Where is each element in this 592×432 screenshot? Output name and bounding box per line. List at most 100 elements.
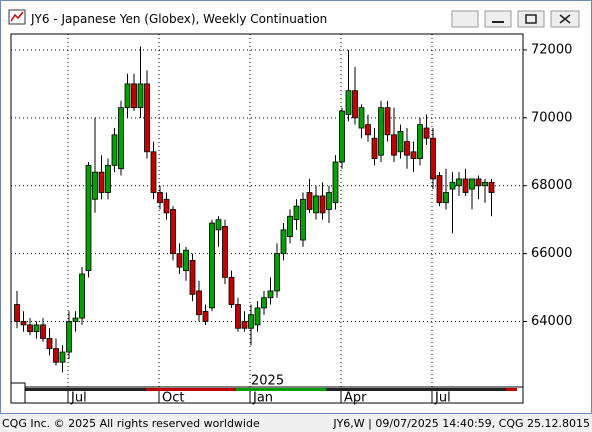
candle-body [456,178,462,187]
candle-body [436,175,443,204]
status-left: CQG Inc. © 2025 All rights reserved worl… [2,417,260,430]
candle-body [202,310,209,322]
candle-body [482,181,488,187]
candle-body [189,259,196,295]
candle-body [345,90,352,115]
x-tick-label: Apr [344,391,367,406]
candle-body [163,198,170,214]
time-bar-red [506,388,517,391]
candle-body [469,178,475,190]
candle-body [274,253,280,292]
candle-body [144,83,150,153]
y-tick-label: 64000 [531,314,572,329]
x-tick-label: Oct [162,391,184,406]
candle-body [404,141,410,156]
candle-body [261,297,267,309]
candle-body [293,205,300,221]
candle-body [475,178,482,187]
candle-body [150,151,157,193]
candle-body [326,192,332,210]
candle-body [183,249,189,271]
candle-body [254,307,261,326]
year-label: 2025 [251,374,284,389]
candle-body [53,348,59,363]
y-tick-label: 68000 [531,178,572,193]
x-tick-label: Jul [70,391,87,406]
candle-body [300,198,306,241]
candle-body [215,219,222,231]
candle-body [105,164,111,193]
candle-body [488,181,495,193]
candle-body [92,171,98,200]
candle-body [378,107,384,156]
window: JY6 - Japanese Yen (Globex), Weekly Cont… [0,0,592,414]
candle-body [79,273,85,319]
title-bar: JY6 - Japanese Yen (Globex), Weekly Cont… [1,1,591,33]
candle-body [46,338,53,350]
window-title: JY6 - Japanese Yen (Globex), Weekly Cont… [31,12,328,26]
candle-body [118,107,124,170]
candle-body [124,83,131,109]
candle-body [430,137,436,180]
status-bar: CQG Inc. © 2025 All rights reserved worl… [0,414,592,432]
candle-body [222,226,228,278]
candle-body [443,192,449,204]
candle-body [66,321,72,353]
scroll-handle[interactable] [10,382,26,404]
time-bar-red [146,388,236,391]
candle-body [332,161,339,204]
candle-body [358,107,365,129]
candle-body [235,304,241,329]
candle-body [384,107,391,136]
candle-body [14,304,20,322]
time-bar-green [236,388,326,391]
candle-body [339,110,345,163]
candle-body [157,192,163,204]
candle-body [287,215,293,238]
candle-body [72,317,79,322]
candle-body [131,83,137,109]
candle-body [33,324,40,333]
candle-body [417,124,423,159]
candle-body [306,192,313,210]
candle-body [111,134,118,166]
candle-body [196,290,202,316]
candle-body [462,178,469,193]
y-tick-label: 72000 [531,42,572,57]
candle-body [209,222,215,309]
candle-body [423,127,430,139]
maximize-button[interactable] [517,10,545,28]
candle-body [391,134,397,156]
x-tick-label: Jul [434,391,451,406]
candle-body [410,151,417,159]
candle-body [241,321,248,329]
candle-body [170,209,176,255]
candle-body [98,171,105,193]
candle-body [267,290,274,299]
candle-body [248,314,254,329]
candle-body [397,131,404,153]
chart: 64000 66000 68000 70000 72000 Jul Oct Jan Apr Jul… [10,33,572,406]
candle-body [449,181,456,190]
maximize-glyph [525,14,537,24]
close-glyph [559,14,571,24]
candle-body [352,90,358,119]
candle-body [85,164,92,271]
app-icon-line [10,11,24,22]
candle-body [27,324,33,333]
candle-body [228,276,235,305]
link-button[interactable] [451,10,479,28]
plot-frame [10,33,524,388]
y-tick-label: 70000 [531,110,572,125]
candle-body [20,321,27,326]
candle-body [319,195,326,214]
candle-body [365,124,371,136]
candle-body [280,229,287,255]
minimize-button[interactable] [484,10,512,28]
candle-body [40,324,46,339]
status-right: JY6,W | 09/07/2025 14:40:59, CQG 25.12.8… [333,417,590,430]
candle-body [313,195,319,214]
candle-body [59,351,66,363]
x-tick-label: Jan [252,391,273,406]
y-tick-label: 66000 [531,246,572,261]
